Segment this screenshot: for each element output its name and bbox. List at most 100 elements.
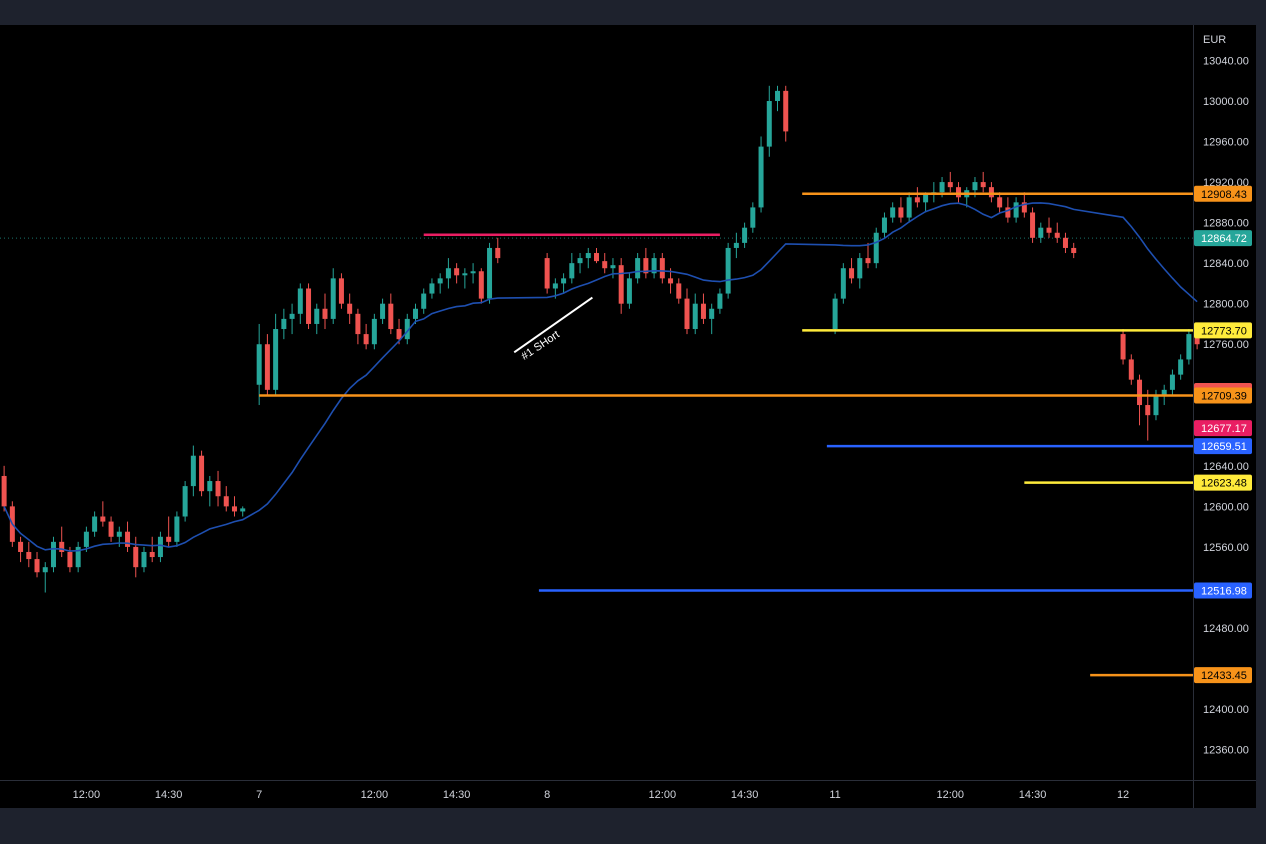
candle-body[interactable] bbox=[264, 344, 270, 390]
candle-body[interactable] bbox=[281, 318, 287, 330]
candle-body[interactable] bbox=[67, 551, 73, 568]
candle-body[interactable] bbox=[166, 536, 172, 542]
candle-body[interactable] bbox=[947, 182, 953, 188]
candle-body[interactable] bbox=[59, 541, 65, 552]
candle-body[interactable] bbox=[1178, 359, 1184, 375]
candle-body[interactable] bbox=[1021, 202, 1027, 213]
candle-body[interactable] bbox=[594, 253, 599, 262]
candle-body[interactable] bbox=[50, 541, 56, 568]
candle-body[interactable] bbox=[668, 278, 674, 284]
candle-body[interactable] bbox=[1137, 379, 1143, 406]
candle-body[interactable] bbox=[1054, 232, 1060, 238]
candle-body[interactable] bbox=[659, 258, 665, 279]
candle-body[interactable] bbox=[240, 508, 246, 512]
candle-body[interactable] bbox=[347, 303, 353, 314]
candle-body[interactable] bbox=[338, 278, 344, 304]
candle-body[interactable] bbox=[108, 521, 114, 537]
candle-body[interactable] bbox=[1120, 334, 1126, 360]
candle-body[interactable] bbox=[495, 247, 501, 259]
candle-body[interactable] bbox=[758, 146, 764, 208]
candle-body[interactable] bbox=[306, 288, 312, 324]
candle-body[interactable] bbox=[133, 546, 139, 568]
candle-body[interactable] bbox=[1194, 334, 1200, 345]
candle-body[interactable] bbox=[18, 541, 24, 552]
candle-body[interactable] bbox=[231, 506, 237, 512]
candle-body[interactable] bbox=[939, 182, 945, 193]
candle-body[interactable] bbox=[429, 283, 435, 294]
candle-body[interactable] bbox=[980, 182, 986, 188]
candle-body[interactable] bbox=[552, 283, 558, 289]
candle-body[interactable] bbox=[1128, 359, 1134, 380]
candle-body[interactable] bbox=[635, 258, 641, 279]
candle-body[interactable] bbox=[355, 313, 361, 335]
candle-body[interactable] bbox=[733, 242, 739, 248]
candle-body[interactable] bbox=[371, 318, 377, 345]
candle-body[interactable] bbox=[618, 265, 624, 304]
candle-body[interactable] bbox=[478, 271, 484, 299]
candle-body[interactable] bbox=[692, 303, 698, 330]
candle-body[interactable] bbox=[207, 481, 213, 492]
candle-body[interactable] bbox=[956, 187, 962, 198]
candle-body[interactable] bbox=[26, 551, 32, 560]
candle-body[interactable] bbox=[742, 227, 748, 243]
candle-body[interactable] bbox=[454, 268, 460, 276]
candle-body[interactable] bbox=[199, 455, 205, 492]
candle-body[interactable] bbox=[972, 182, 978, 191]
candle-body[interactable] bbox=[832, 298, 838, 330]
candle-body[interactable] bbox=[881, 217, 887, 233]
candle-body[interactable] bbox=[125, 531, 131, 547]
candle-body[interactable] bbox=[906, 197, 912, 218]
candle-body[interactable] bbox=[100, 516, 106, 522]
candle-body[interactable] bbox=[651, 258, 657, 274]
candle-body[interactable] bbox=[289, 313, 295, 319]
candle-body[interactable] bbox=[182, 486, 188, 517]
candle-body[interactable] bbox=[256, 344, 262, 385]
candle-body[interactable] bbox=[223, 496, 229, 507]
candle-body[interactable] bbox=[569, 263, 575, 279]
candle-body[interactable] bbox=[626, 278, 632, 304]
candle-body[interactable] bbox=[1071, 247, 1077, 254]
candle-body[interactable] bbox=[141, 551, 147, 568]
candle-body[interactable] bbox=[412, 308, 418, 319]
candle-body[interactable] bbox=[577, 258, 583, 264]
candle-body[interactable] bbox=[273, 329, 279, 390]
candle-body[interactable] bbox=[92, 516, 98, 532]
candle-body[interactable] bbox=[1005, 207, 1011, 218]
candle-body[interactable] bbox=[840, 268, 846, 299]
candle-body[interactable] bbox=[116, 531, 122, 537]
candle-body[interactable] bbox=[1038, 227, 1044, 238]
candle-body[interactable] bbox=[487, 247, 493, 299]
candle-body[interactable] bbox=[388, 303, 394, 330]
candle-body[interactable] bbox=[190, 455, 196, 487]
candle-body[interactable] bbox=[462, 273, 468, 276]
candle-body[interactable] bbox=[157, 536, 163, 558]
candle-body[interactable] bbox=[149, 551, 155, 558]
candle-body[interactable] bbox=[314, 308, 320, 324]
candle-body[interactable] bbox=[775, 90, 781, 102]
annotation-line[interactable] bbox=[513, 296, 593, 354]
candle-body[interactable] bbox=[1046, 227, 1052, 233]
candle-body[interactable] bbox=[544, 258, 550, 289]
candle-body[interactable] bbox=[322, 308, 328, 319]
candle-body[interactable] bbox=[42, 567, 48, 573]
candle-body[interactable] bbox=[717, 293, 723, 309]
candle-body[interactable] bbox=[1169, 374, 1175, 390]
candle-body[interactable] bbox=[849, 268, 855, 279]
candle-body[interactable] bbox=[445, 268, 451, 279]
candle-body[interactable] bbox=[1161, 389, 1167, 395]
candle-body[interactable] bbox=[1145, 405, 1151, 416]
candle-body[interactable] bbox=[610, 265, 616, 269]
candle-body[interactable] bbox=[470, 271, 476, 274]
candle-body[interactable] bbox=[725, 247, 731, 294]
chart-pane[interactable]: EUR 13040.00 13000.00 12960.00 12920.00 12880… bbox=[0, 25, 1256, 808]
candle-body[interactable] bbox=[602, 261, 608, 269]
candle-body[interactable] bbox=[643, 258, 649, 274]
candle-body[interactable] bbox=[700, 303, 706, 319]
candle-body[interactable] bbox=[585, 253, 591, 259]
candle-body[interactable] bbox=[380, 303, 386, 319]
candle-body[interactable] bbox=[997, 197, 1003, 208]
candle-body[interactable] bbox=[396, 329, 402, 340]
candle-body[interactable] bbox=[873, 232, 879, 264]
candle-body[interactable] bbox=[404, 318, 410, 340]
candle-body[interactable] bbox=[857, 258, 863, 279]
